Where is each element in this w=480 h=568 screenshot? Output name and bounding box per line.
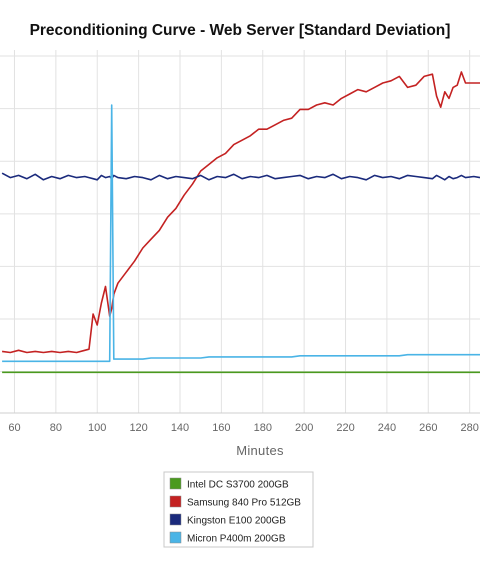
legend-swatch: [169, 513, 182, 526]
x-axis-ticks: 60 80 100 120 140 160 180 200 220 240 260 280: [8, 422, 478, 434]
x-tick-label: 180: [254, 422, 272, 434]
x-tick-label: 240: [378, 422, 396, 434]
x-tick-label: 200: [295, 422, 313, 434]
x-tick-label: 80: [50, 422, 62, 434]
legend-swatch: [169, 531, 182, 544]
legend: Intel DC S3700 200GB Samsung 840 Pro 512G…: [163, 471, 314, 548]
x-tick-label: 140: [171, 422, 189, 434]
x-tick-label: 260: [419, 422, 437, 434]
legend-label: Samsung 840 Pro 512GB: [187, 498, 301, 509]
legend-items: Intel DC S3700 200GB Samsung 840 Pro 512G…: [169, 477, 301, 545]
x-tick-label: 120: [129, 422, 147, 434]
legend-label: Micron P400m 200GB: [187, 534, 286, 545]
legend-box: [163, 471, 314, 548]
x-tick-label: 220: [336, 422, 354, 434]
series-line-micron-p400m-200gb: [2, 104, 480, 363]
x-tick-label: 100: [88, 422, 106, 434]
legend-swatch: [169, 477, 182, 490]
legend-swatch: [169, 495, 182, 508]
legend-label: Intel DC S3700 200GB: [187, 480, 289, 491]
x-tick-label: 60: [8, 422, 20, 434]
chart-title: Preconditioning Curve - Web Server [Stan…: [30, 22, 451, 39]
series-line-samsung-840-pro-512gb: [1, 71, 480, 354]
legend-label: Kingston E100 200GB: [187, 516, 286, 527]
series-line-kingston-e100-200gb: [1, 172, 480, 181]
x-tick-label: 280: [460, 422, 478, 434]
x-axis-label: Minutes: [236, 443, 284, 458]
series-lines: [1, 71, 480, 374]
x-tick-label: 160: [212, 422, 230, 434]
